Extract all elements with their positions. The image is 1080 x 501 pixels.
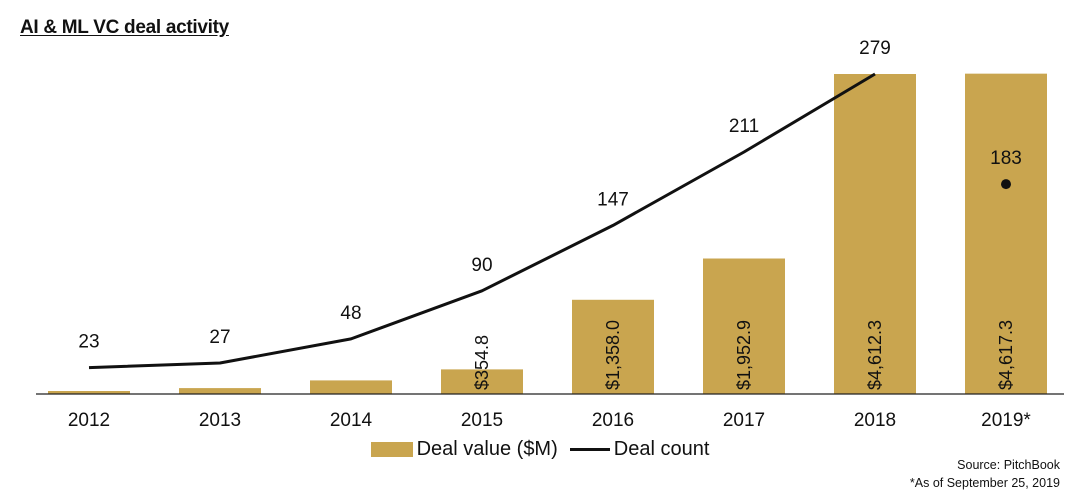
x-tick-label: 2012 xyxy=(68,410,110,431)
bar-value-label: $354.8 xyxy=(472,335,492,390)
deal-count-label: 183 xyxy=(990,148,1022,169)
deal-count-label: 27 xyxy=(209,327,230,348)
bar-2019 xyxy=(965,73,1047,394)
bar-2016 xyxy=(572,299,654,394)
bar-value-label: $1,952.9 xyxy=(734,320,754,390)
bar-2018 xyxy=(834,74,916,394)
bar-labels-layer: $354.8 $1,358.0 $1,952.9 $4,612.3 $4,617.3 xyxy=(472,320,1016,390)
x-ticks-layer: 2012 2013 2014 2015 2016 2017 2018 2019* xyxy=(68,410,1032,431)
legend-swatch-bar xyxy=(370,442,413,457)
bar-2017 xyxy=(703,258,785,394)
bar-2013 xyxy=(179,388,261,394)
deal-count-label: 147 xyxy=(597,189,629,210)
x-tick-label: 2017 xyxy=(723,410,765,431)
bar-value-label: $4,612.3 xyxy=(865,320,885,390)
line-layer xyxy=(88,72,1011,370)
x-tick-label: 2015 xyxy=(461,410,503,431)
bar-2012 xyxy=(48,391,130,394)
bar-2014 xyxy=(310,380,392,394)
deal-count-line xyxy=(88,72,876,370)
x-tick-label: 2018 xyxy=(854,410,896,431)
bar-value-label: $4,617.3 xyxy=(996,320,1016,390)
bars-layer xyxy=(48,73,1047,394)
chart-title: AI & ML VC deal activity xyxy=(20,17,229,38)
asof-text: *As of September 25, 2019 xyxy=(909,476,1060,490)
bar-value-label: $1,358.0 xyxy=(603,320,623,390)
source-text: Source: PitchBook xyxy=(957,458,1060,472)
deal-count-label: 48 xyxy=(340,303,361,324)
x-tick-label: 2014 xyxy=(330,410,373,431)
bar-2015 xyxy=(441,369,523,394)
legend: Deal value ($M) Deal count xyxy=(0,438,1080,461)
line-labels-layer: 23 27 48 90 147 211 279 183 xyxy=(78,38,1021,353)
deal-count-label: 23 xyxy=(78,332,99,353)
deal-count-label: 279 xyxy=(859,38,891,59)
legend-item-deal-value: Deal value ($M) xyxy=(370,438,558,461)
legend-label-deal-value: Deal value ($M) xyxy=(416,438,558,460)
deal-count-point-2019 xyxy=(1001,179,1011,190)
x-tick-label: 2016 xyxy=(592,410,634,431)
x-tick-label: 2013 xyxy=(199,410,241,431)
legend-item-deal-count: Deal count xyxy=(569,438,710,461)
deal-count-label: 211 xyxy=(729,116,759,137)
chart: $354.8 $1,358.0 $1,952.9 $4,612.3 $4,617.3 2… xyxy=(36,38,1064,431)
legend-swatch-line xyxy=(569,448,610,451)
deal-count-label: 90 xyxy=(471,255,492,276)
x-tick-label: 2019* xyxy=(981,410,1031,431)
legend-label-deal-count: Deal count xyxy=(613,438,710,460)
source-note: Source: PitchBook *As of September 25, 2… xyxy=(910,456,1060,492)
